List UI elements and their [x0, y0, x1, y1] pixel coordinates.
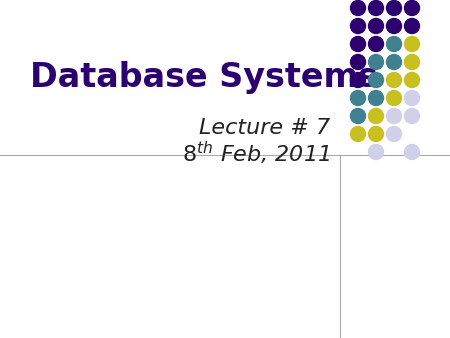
- Circle shape: [369, 145, 383, 160]
- Circle shape: [405, 19, 419, 33]
- Circle shape: [369, 91, 383, 105]
- Circle shape: [405, 72, 419, 88]
- Circle shape: [351, 54, 365, 70]
- Circle shape: [387, 0, 401, 16]
- Text: $8^{th}$ Feb, 2011: $8^{th}$ Feb, 2011: [182, 139, 330, 167]
- Circle shape: [387, 108, 401, 123]
- Circle shape: [369, 126, 383, 142]
- Circle shape: [405, 91, 419, 105]
- Circle shape: [405, 37, 419, 51]
- Circle shape: [387, 72, 401, 88]
- Circle shape: [387, 91, 401, 105]
- Text: Lecture # 7: Lecture # 7: [199, 118, 330, 138]
- Circle shape: [351, 91, 365, 105]
- Circle shape: [351, 108, 365, 123]
- Circle shape: [351, 19, 365, 33]
- Circle shape: [369, 37, 383, 51]
- Circle shape: [351, 126, 365, 142]
- Circle shape: [405, 145, 419, 160]
- Text: Database Systems: Database Systems: [30, 62, 378, 95]
- Circle shape: [405, 54, 419, 70]
- Circle shape: [369, 54, 383, 70]
- Circle shape: [351, 72, 365, 88]
- Circle shape: [405, 108, 419, 123]
- Circle shape: [369, 0, 383, 16]
- Circle shape: [369, 19, 383, 33]
- Circle shape: [369, 72, 383, 88]
- Circle shape: [387, 54, 401, 70]
- Circle shape: [405, 0, 419, 16]
- Circle shape: [351, 0, 365, 16]
- Circle shape: [387, 37, 401, 51]
- Circle shape: [351, 37, 365, 51]
- Circle shape: [387, 19, 401, 33]
- Circle shape: [387, 126, 401, 142]
- Circle shape: [369, 108, 383, 123]
